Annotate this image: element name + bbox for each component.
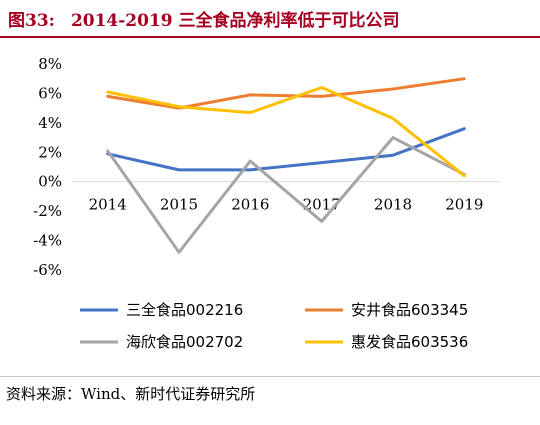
figure-number: 图33: — [8, 11, 55, 31]
series-line-1 — [106, 127, 466, 172]
y-tick-label: 0% — [38, 173, 62, 191]
y-axis-labels: -6% -4% -2% 0% 2% 4% 6% 8% — [33, 55, 62, 279]
series-lines — [106, 77, 466, 254]
y-tick-label: 4% — [38, 114, 62, 132]
y-tick-label: -4% — [33, 232, 62, 250]
legend-label: 惠发食品603536 — [351, 333, 468, 351]
legend-label: 三全食品002216 — [126, 301, 243, 319]
series-line-2 — [106, 77, 466, 110]
figure-title: 图33: 2014-2019 三全食品净利率低于可比公司 — [8, 6, 400, 31]
x-tick-label: 2014 — [89, 196, 127, 214]
legend-label: 安井食品603345 — [351, 301, 468, 319]
source-divider — [0, 376, 540, 377]
legend: 三全食品002216 安井食品603345 海欣食品002702 惠发食品603536 — [80, 301, 468, 351]
chart-area: -6% -4% -2% 0% 2% 4% 6% 8% 2014 2015 2016 2017 2018… — [0, 38, 540, 368]
y-tick-label: -2% — [33, 202, 62, 220]
series-line-3 — [106, 136, 466, 254]
y-tick-label: 6% — [38, 84, 62, 102]
y-tick-label: 8% — [38, 55, 62, 73]
x-axis-labels: 2014 2015 2016 2017 2018 2019 — [89, 196, 484, 214]
series-line-4 — [106, 86, 466, 178]
figure-title-text: 2014-2019 三全食品净利率低于可比公司 — [70, 11, 400, 31]
x-tick-label: 2015 — [160, 196, 198, 214]
net-margin-line-chart: -6%-4%-2%0%2%4%6%8% 2014 2015 2016 2017 2018… — [33, 55, 500, 351]
x-tick-label: 2018 — [374, 196, 412, 214]
legend-label: 海欣食品002702 — [126, 333, 243, 351]
source-note: 资料来源：Wind、新时代证券研究所 — [6, 385, 256, 403]
y-tick-label: 2% — [38, 143, 62, 161]
x-tick-label: 2019 — [445, 196, 483, 214]
figure-header: 图33: 2014-2019 三全食品净利率低于可比公司 — [0, 0, 540, 38]
y-tick-label: -6% — [33, 261, 62, 279]
x-tick-label: 2016 — [231, 196, 269, 214]
